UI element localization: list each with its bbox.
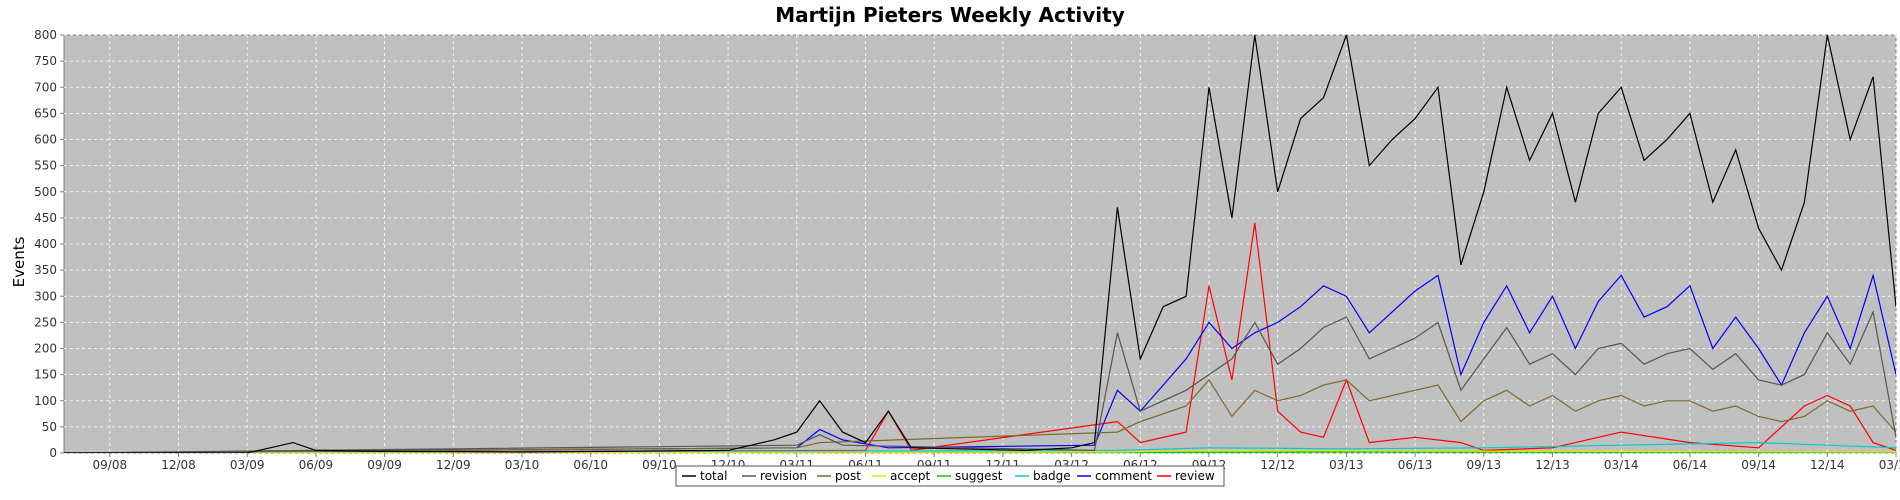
series-line-comment (64, 273, 1896, 453)
plot-area: 0 50 100 150 200 250 300 350 400 450 500 550 600 650 7… (34, 28, 1900, 472)
x-tick-label: 09/09 (367, 458, 402, 472)
legend-label-total: total (700, 469, 727, 483)
x-tick-label: 03/15 (1879, 458, 1900, 472)
series-line-accept (64, 449, 1896, 453)
x-tick-label: 12/09 (436, 458, 471, 472)
x-tick-label: 12/08 (161, 458, 196, 472)
y-axis-label: Events (10, 236, 28, 287)
x-tick-label: 12/12 (1260, 458, 1295, 472)
series-line-post (64, 378, 1896, 453)
x-tick-label: 09/13 (1467, 458, 1502, 472)
y-tick-label: 700 (34, 80, 57, 94)
y-tick-label: 800 (34, 28, 57, 42)
x-tick-label: 09/10 (642, 458, 677, 472)
legend: total revision post accept suggest badge comme… (675, 465, 1225, 487)
legend-label-accept: accept (890, 469, 931, 483)
y-tick-label: 50 (42, 420, 57, 434)
series-line-badge (64, 441, 1896, 453)
legend-label-revision: revision (760, 469, 807, 483)
series-line-revision (64, 309, 1896, 453)
x-tick-label: 06/09 (299, 458, 334, 472)
y-tick-label: 500 (34, 185, 57, 199)
y-tick-label: 0 (49, 446, 57, 460)
chart-title: Martijn Pieters Weekly Activity (775, 3, 1125, 27)
y-tick-label: 150 (34, 368, 57, 382)
x-tick-label: 03/09 (230, 458, 265, 472)
x-tick-label: 06/13 (1398, 458, 1433, 472)
x-tick-label: 03/10 (505, 458, 540, 472)
legend-label-post: post (835, 469, 861, 483)
x-tick-label: 12/13 (1535, 458, 1570, 472)
legend-label-review: review (1175, 469, 1215, 483)
y-tick-label: 400 (34, 237, 57, 251)
y-tick-label: 750 (34, 54, 57, 68)
x-tick-label: 09/08 (93, 458, 128, 472)
y-tick-label: 600 (34, 133, 57, 147)
y-tick-label: 450 (34, 211, 57, 225)
x-tick-label: 03/14 (1604, 458, 1639, 472)
y-tick-label: 350 (34, 263, 57, 277)
y-tick-label: 100 (34, 394, 57, 408)
y-tick-label: 200 (34, 342, 57, 356)
x-tick-label: 03/13 (1329, 458, 1364, 472)
legend-label-comment: comment (1095, 469, 1152, 483)
y-tick-label: 300 (34, 289, 57, 303)
y-tick-label: 650 (34, 106, 57, 120)
x-tick-label: 12/14 (1810, 458, 1845, 472)
series-line-total (64, 35, 1896, 453)
legend-label-badge: badge (1033, 469, 1071, 483)
x-tick-label: 06/14 (1673, 458, 1708, 472)
x-tick-label: 06/10 (573, 458, 608, 472)
legend-label-suggest: suggest (955, 469, 1003, 483)
x-tick-label: 09/14 (1741, 458, 1776, 472)
y-tick-label: 550 (34, 159, 57, 173)
y-tick-label: 250 (34, 315, 57, 329)
